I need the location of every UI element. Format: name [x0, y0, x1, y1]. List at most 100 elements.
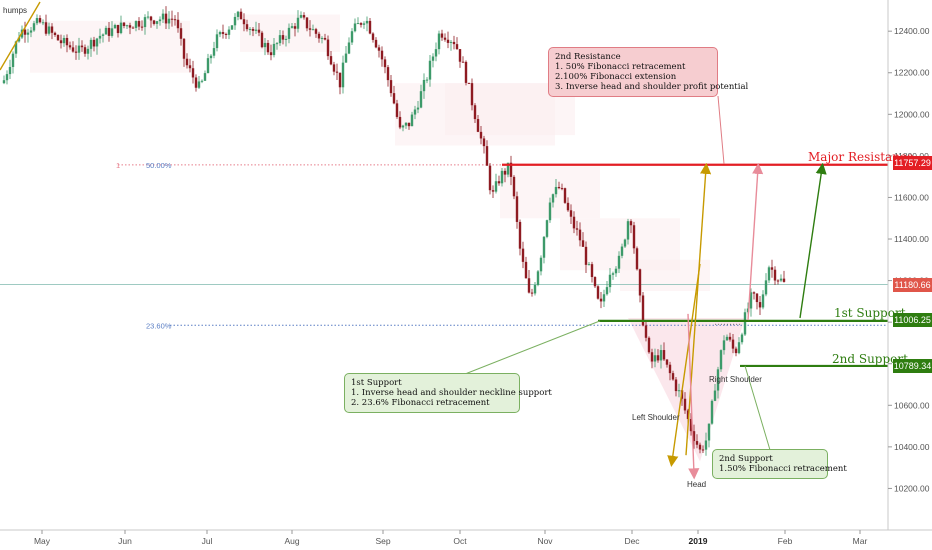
- candle-body: [383, 59, 387, 68]
- major-resistance-label: Major Resistance: [808, 150, 914, 164]
- resistance-note[interactable]: 2nd Resistance 1. 50% Fibonacci retracem…: [548, 47, 749, 97]
- candle-body: [638, 269, 642, 296]
- second-support-label: 2nd Support: [832, 352, 908, 366]
- candle-body: [512, 176, 516, 197]
- candle-body: [488, 165, 492, 191]
- candle-body: [548, 202, 552, 221]
- candle-body: [440, 33, 444, 38]
- cloud-shade: [620, 259, 710, 291]
- candle-body: [353, 23, 357, 32]
- y-tick-label: 12200.00: [894, 68, 930, 78]
- candle-body: [260, 32, 264, 48]
- candle-body: [119, 22, 123, 34]
- candle-body: [428, 60, 432, 80]
- candle-body: [206, 58, 210, 74]
- candle-body: [17, 37, 21, 42]
- candle-body: [329, 56, 333, 65]
- candle-body: [59, 40, 63, 44]
- candle-body: [587, 264, 591, 266]
- candle-body: [542, 236, 546, 258]
- candle-body: [410, 114, 414, 127]
- candle-body: [773, 269, 777, 281]
- candle-body: [743, 312, 747, 335]
- price-tag-last: 11180.66: [893, 278, 932, 292]
- head-label: Head: [687, 480, 707, 489]
- candle-body: [146, 16, 150, 18]
- candle-body: [215, 34, 219, 49]
- candle-body: [626, 221, 630, 240]
- candle-body: [212, 48, 216, 56]
- candle-body: [170, 18, 174, 20]
- candle-body: [152, 20, 156, 24]
- candle-body: [752, 292, 756, 294]
- candle-body: [452, 41, 456, 45]
- support1-note[interactable]: 1st Support 1. Inverse head and shoulder…: [344, 373, 552, 413]
- resistance-note-line: 2nd Resistance: [555, 52, 621, 62]
- candle-body: [560, 188, 564, 190]
- candle-body: [545, 220, 549, 237]
- candle-body: [611, 273, 615, 275]
- candle-body: [728, 336, 732, 340]
- y-tick-label: 10600.00: [894, 400, 930, 410]
- candle-body: [500, 170, 504, 184]
- x-tick-label: Dec: [624, 536, 640, 546]
- candle-body: [581, 240, 585, 247]
- candle-body: [584, 246, 588, 265]
- candle-body: [56, 34, 60, 41]
- candle-body: [503, 170, 507, 175]
- resistance-note-line: 3. Inverse head and shoulder profit pote…: [555, 82, 749, 92]
- candle-body: [374, 39, 378, 48]
- candle-body: [692, 431, 696, 442]
- x-tick-label: 2019: [689, 536, 708, 546]
- up-arrow-pink: [747, 162, 764, 321]
- support2-note[interactable]: 2nd Support 1.50% Fibonacci retracement: [712, 449, 847, 479]
- projection-arrows: [0, 1, 827, 480]
- candle-body: [575, 228, 579, 230]
- candle-body: [116, 24, 120, 34]
- candle-body: [299, 15, 303, 18]
- y-tick-label: 11800.00: [894, 151, 929, 161]
- candle-body: [326, 39, 330, 57]
- candle-body: [386, 67, 390, 81]
- candle-body: [272, 43, 276, 56]
- candle-body: [629, 221, 633, 226]
- candle-body: [617, 255, 621, 269]
- candle-body: [395, 103, 399, 117]
- candle-body: [371, 33, 375, 40]
- candle-body: [86, 48, 90, 54]
- candle-body: [182, 38, 186, 59]
- candle-body: [650, 352, 654, 362]
- candle-body: [698, 444, 702, 450]
- candle-body: [167, 18, 171, 24]
- candle-body: [764, 280, 768, 295]
- x-tick-label: Sep: [375, 536, 390, 546]
- candle-body: [380, 50, 384, 60]
- candle-body: [398, 116, 402, 128]
- candle-body: [464, 61, 468, 83]
- candle-body: [71, 47, 75, 52]
- candle-body: [239, 11, 243, 20]
- y-tick-label: 12400.00: [894, 26, 930, 36]
- candle-body: [218, 32, 222, 35]
- candle-body: [446, 39, 450, 43]
- candle-body: [524, 261, 528, 279]
- top-left-text: humps: [3, 6, 28, 15]
- candle-body: [770, 267, 774, 270]
- candle-body: [521, 248, 525, 262]
- candle-body: [644, 325, 648, 338]
- fib-marker: 1: [116, 161, 120, 170]
- y-tick-label: 12000.00: [894, 109, 930, 119]
- right-shoulder-label: Right Shoulder: [709, 375, 762, 384]
- candle-body: [131, 27, 135, 29]
- candle-body: [365, 20, 369, 24]
- x-tick-label: Nov: [537, 536, 553, 546]
- candle-body: [200, 80, 204, 82]
- candle-body: [128, 25, 132, 28]
- candle-body: [74, 51, 78, 53]
- up-arrow-green: [799, 162, 827, 319]
- candle-body: [254, 29, 258, 31]
- candle-body: [92, 39, 96, 47]
- x-tick-label: Feb: [778, 536, 793, 546]
- candle-body: [662, 350, 666, 360]
- candle-body: [731, 339, 735, 349]
